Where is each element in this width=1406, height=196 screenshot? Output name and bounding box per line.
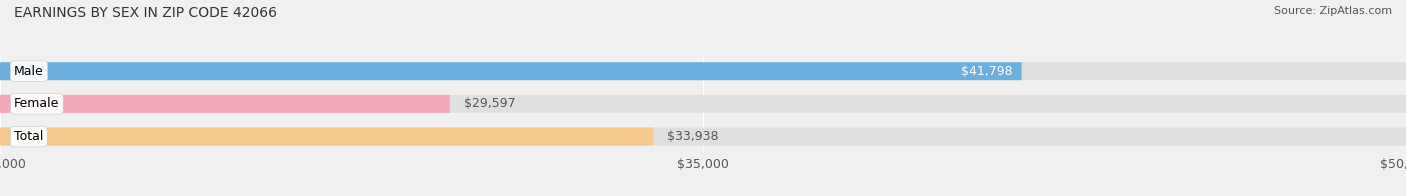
Text: $41,798: $41,798	[960, 65, 1012, 78]
Text: $29,597: $29,597	[464, 97, 516, 110]
Text: Female: Female	[14, 97, 59, 110]
Text: Source: ZipAtlas.com: Source: ZipAtlas.com	[1274, 6, 1392, 16]
FancyBboxPatch shape	[0, 128, 654, 145]
FancyBboxPatch shape	[0, 95, 450, 113]
Text: Total: Total	[14, 130, 44, 143]
FancyBboxPatch shape	[0, 62, 1406, 80]
Text: Male: Male	[14, 65, 44, 78]
Text: $33,938: $33,938	[668, 130, 718, 143]
FancyBboxPatch shape	[0, 128, 1406, 145]
FancyBboxPatch shape	[0, 95, 1406, 113]
FancyBboxPatch shape	[0, 62, 1022, 80]
Text: EARNINGS BY SEX IN ZIP CODE 42066: EARNINGS BY SEX IN ZIP CODE 42066	[14, 6, 277, 20]
